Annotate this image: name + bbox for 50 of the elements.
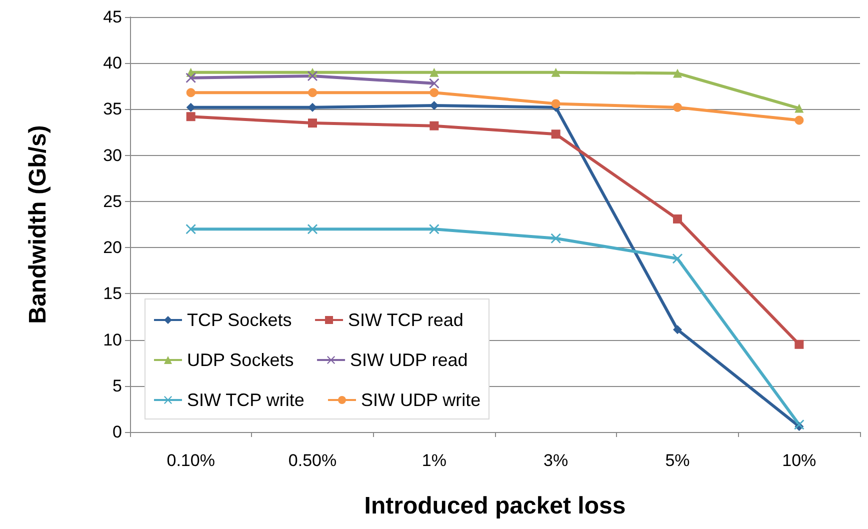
- point: [672, 254, 682, 264]
- point: [551, 99, 560, 108]
- legend-label: SIW TCP read: [348, 310, 464, 330]
- x-tick-label: 5%: [665, 451, 690, 470]
- legend-label: SIW UDP write: [361, 390, 481, 410]
- point: [551, 130, 560, 139]
- point: [794, 116, 804, 125]
- x-tick-label: 0.10%: [166, 451, 215, 470]
- point: [308, 71, 318, 82]
- x-tick-label: 3%: [544, 451, 568, 470]
- x-axis-title: Introduced packet loss: [364, 492, 626, 520]
- y-tick-label: 35: [103, 100, 122, 119]
- legend-label: SIW TCP write: [187, 390, 304, 410]
- x-tick-label: 10%: [782, 451, 816, 470]
- point: [308, 102, 317, 112]
- point: [550, 233, 561, 244]
- point: [186, 112, 196, 122]
- y-tick-label: 0: [112, 422, 122, 442]
- x-tick-label: 1%: [422, 451, 446, 470]
- y-tick-label: 20: [103, 238, 122, 258]
- point: [186, 224, 196, 234]
- point: [794, 340, 804, 349]
- point: [430, 121, 439, 130]
- point: [673, 325, 682, 334]
- y-axis-title: Bandwidth (Gb/s): [24, 125, 52, 324]
- y-tick-label: 40: [103, 54, 122, 73]
- point: [308, 224, 318, 234]
- legend-label: TCP Sockets: [187, 310, 292, 330]
- y-tick-label: 15: [103, 284, 122, 304]
- x-tick-label: 0.50%: [288, 451, 337, 470]
- point: [673, 102, 682, 112]
- y-tick-label: 10: [103, 330, 122, 350]
- point: [794, 104, 804, 113]
- point: [308, 118, 317, 128]
- y-tick-label: 5: [112, 376, 122, 396]
- y-tick-label: 25: [103, 192, 122, 211]
- point: [673, 214, 682, 224]
- point: [186, 88, 196, 98]
- y-tick-label: 30: [103, 146, 122, 165]
- point: [551, 68, 560, 77]
- point: [429, 78, 440, 88]
- point: [429, 224, 440, 234]
- point: [186, 72, 196, 83]
- legend-label: UDP Sockets: [187, 350, 294, 370]
- point: [430, 68, 439, 77]
- point: [308, 88, 317, 98]
- legend-label: SIW UDP read: [350, 350, 468, 370]
- point: [430, 88, 439, 98]
- y-tick-label: 45: [103, 8, 122, 26]
- point: [673, 68, 682, 78]
